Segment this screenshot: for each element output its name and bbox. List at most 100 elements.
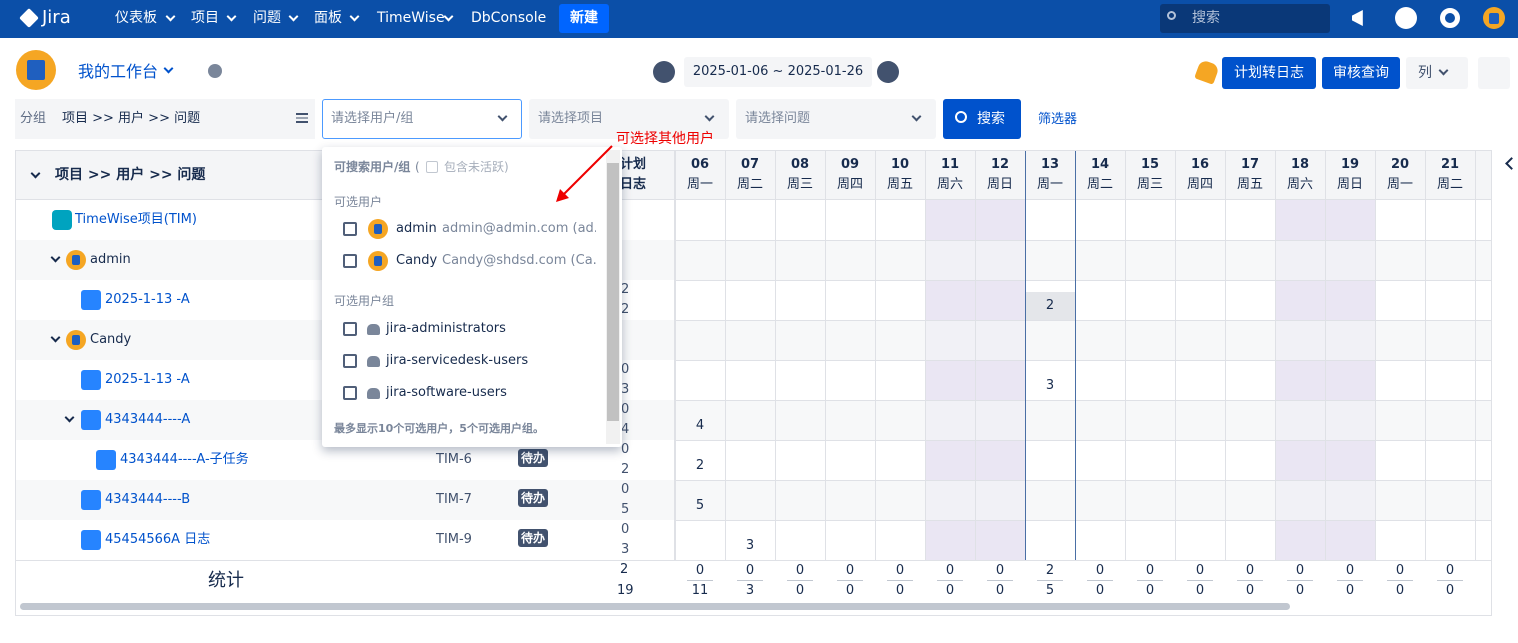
select-box[interactable] — [529, 99, 729, 139]
select-box[interactable] — [736, 99, 936, 139]
collapse-arrow[interactable] — [1505, 157, 1518, 170]
avatar — [1483, 7, 1505, 29]
checkbox[interactable] — [81, 290, 101, 310]
column-line — [675, 151, 676, 560]
workspace-title[interactable]: 我的工作台 — [78, 62, 159, 81]
checkbox[interactable] — [343, 354, 357, 368]
summary-divider — [1237, 580, 1263, 581]
summary-log-day: 11 — [691, 583, 709, 598]
weekday: 周二 — [1086, 177, 1113, 192]
toolbar-button[interactable]: 列 — [1406, 57, 1468, 89]
column-line — [925, 151, 926, 560]
toolbar-button[interactable]: 审核查询 — [1322, 57, 1400, 89]
summary-divider — [887, 580, 913, 581]
user-name[interactable]: admin — [396, 221, 437, 236]
row-name[interactable]: 4343444----A-子任务 — [120, 452, 249, 467]
weekday: 周日 — [986, 177, 1013, 192]
log-header: 日志 — [620, 177, 647, 192]
weekday: 周五 — [886, 177, 913, 192]
announce-icon[interactable] — [1352, 10, 1363, 26]
group-name[interactable]: jira-software-users — [386, 385, 507, 400]
help-icon[interactable] — [1395, 7, 1417, 29]
group-name[interactable]: jira-administrators — [386, 321, 506, 336]
summary-divider — [1137, 580, 1163, 581]
checkbox[interactable] — [343, 254, 357, 268]
row-name[interactable]: 2025-1-13 -A — [105, 372, 190, 387]
column-line — [1125, 151, 1126, 560]
checkbox[interactable] — [343, 322, 357, 336]
nav-item[interactable]: TimeWise — [377, 10, 445, 26]
nav-item[interactable]: DbConsole — [471, 10, 547, 26]
row-bg — [16, 320, 1491, 360]
row-name[interactable]: TimeWise项目(TIM) — [75, 212, 197, 227]
plan-value: 0 — [621, 482, 630, 497]
nav-item[interactable]: 面板 — [314, 10, 342, 26]
log-value: 2 — [621, 302, 630, 317]
checkbox[interactable] — [81, 490, 101, 510]
plan-value: 0 — [621, 442, 630, 457]
row-bg — [16, 480, 1491, 520]
search-button[interactable]: 搜索 — [943, 99, 1021, 139]
column-line — [975, 151, 976, 560]
cell-value: 2 — [1045, 298, 1055, 313]
nav-item[interactable]: 项目 — [191, 10, 219, 26]
select-box[interactable] — [322, 99, 522, 139]
select-placeholder: 请选择问题 — [745, 111, 811, 126]
more-button[interactable] — [1478, 57, 1510, 89]
checkbox[interactable] — [343, 386, 357, 400]
weekday: 周一 — [1386, 177, 1413, 192]
checkbox[interactable] — [81, 370, 101, 390]
plan-header: 计划 — [620, 157, 647, 172]
group-label: 分组 — [20, 111, 47, 126]
row-name[interactable]: 4343444----A — [105, 412, 191, 427]
row-name[interactable]: 4343444----B — [105, 492, 191, 507]
weekday: 周二 — [1436, 177, 1463, 192]
avatar-face — [373, 224, 383, 234]
prev-button[interactable] — [653, 61, 675, 83]
status-badge: 待办 — [518, 449, 549, 467]
date-range[interactable]: 2025-01-06 ~ 2025-01-26 — [684, 57, 872, 87]
plan-value: 2 — [621, 282, 630, 297]
column-line — [825, 151, 826, 560]
summary-plan-day: 0 — [745, 563, 755, 578]
nav-item[interactable]: 仪表板 — [115, 10, 157, 26]
summary-plan-day: 0 — [1395, 563, 1405, 578]
weekday: 周一 — [1036, 177, 1063, 192]
weekday: 周四 — [1186, 177, 1213, 192]
settings-icon[interactable] — [1440, 8, 1460, 28]
row-line — [675, 280, 1491, 281]
annotation-text: 可选择其他用户 — [616, 131, 714, 147]
row-name[interactable]: 2025-1-13 -A — [105, 292, 190, 307]
search-box[interactable] — [1160, 4, 1330, 33]
nav-item[interactable]: 问题 — [253, 10, 281, 26]
toolbar-button[interactable]: 计划转日志 — [1222, 57, 1316, 89]
plan-value: 0 — [621, 522, 630, 537]
weekday: 周六 — [936, 177, 963, 192]
filter-link[interactable]: 筛选器 — [1038, 112, 1078, 127]
group-value: 项目 >> 用户 >> 问题 — [62, 111, 201, 126]
user-name[interactable]: Candy — [396, 253, 438, 268]
cell-value: 3 — [1045, 378, 1055, 393]
day-number: 18 — [1290, 157, 1310, 172]
next-button[interactable] — [877, 61, 899, 83]
checkbox[interactable] — [81, 410, 101, 430]
summary-plan-day: 0 — [695, 563, 705, 578]
subtask-icon — [96, 450, 116, 470]
group-name[interactable]: jira-servicedesk-users — [386, 353, 529, 368]
log-value: 3 — [621, 382, 630, 397]
log-value: 2 — [621, 462, 630, 477]
cell-value: 5 — [695, 498, 705, 513]
scrollbar-thumb[interactable] — [20, 603, 1290, 610]
day-number: 17 — [1240, 157, 1260, 172]
menu-icon[interactable] — [296, 113, 308, 123]
checkbox[interactable] — [81, 530, 101, 550]
create-button[interactable]: 新建 — [559, 4, 609, 33]
avatar-face — [71, 335, 81, 345]
user-email: admin@admin.com (ad... — [442, 221, 596, 236]
column-line — [674, 151, 675, 560]
dropdown-scroll-thumb[interactable] — [607, 163, 619, 421]
weekday: 周四 — [836, 177, 863, 192]
checkbox[interactable] — [343, 222, 357, 236]
user-email: Candy@shdsd.com (Ca... — [442, 253, 596, 268]
row-name[interactable]: 45454566A 日志 — [105, 532, 211, 547]
